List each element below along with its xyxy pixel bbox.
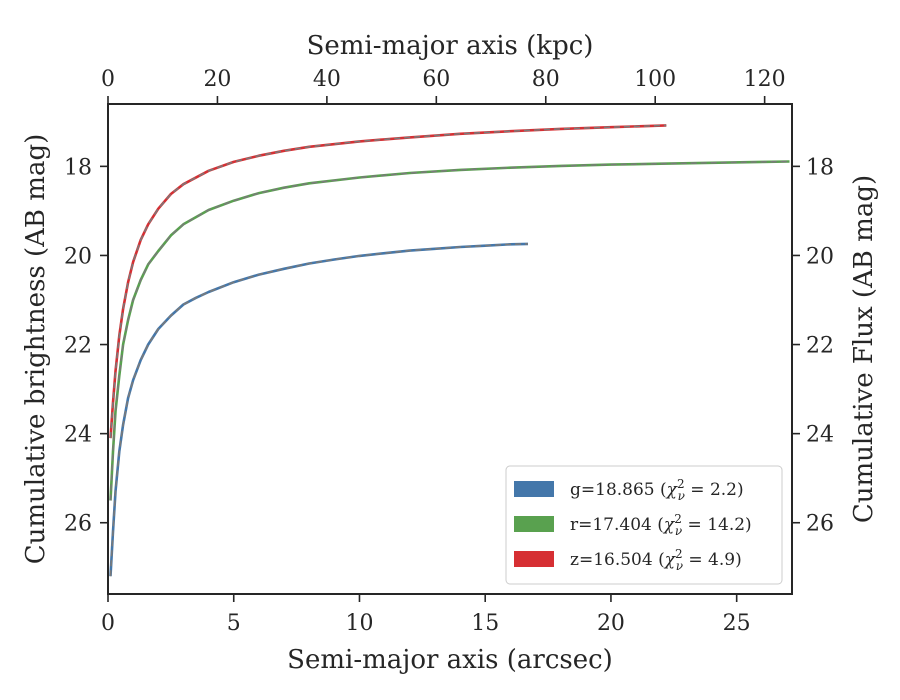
x2-tick-label-2: 40 — [313, 67, 341, 92]
x-tick-label-5: 25 — [723, 611, 751, 636]
series-model-line-2 — [109, 124, 667, 439]
y2-tick-label-4: 26 — [806, 512, 834, 537]
x-tick-label-1: 5 — [227, 611, 241, 636]
legend-label-0: g=18.865 (χ2 ν = 2.2) — [570, 477, 744, 503]
x-ticks-bottom: 0 5 10 15 20 25 — [101, 594, 751, 636]
series-line-0 — [109, 242, 529, 577]
x-tick-label-0: 0 — [101, 611, 115, 636]
y-tick-label-4: 26 — [64, 512, 92, 537]
y2-tick-label-1: 20 — [806, 244, 834, 269]
x-tick-label-3: 15 — [471, 611, 499, 636]
x2-tick-label-1: 20 — [203, 67, 231, 92]
legend-swatch-1 — [514, 516, 554, 532]
x-ticks-top: 0 20 40 60 80 100 120 — [101, 67, 786, 104]
series-line-2 — [109, 124, 667, 439]
y-tick-label-3: 24 — [64, 423, 92, 448]
legend-swatch-2 — [514, 551, 554, 567]
y-tick-label-1: 20 — [64, 244, 92, 269]
plot-frame — [107, 103, 793, 595]
x2-tick-label-5: 100 — [634, 67, 676, 92]
x2-axis-title: Semi-major axis (kpc) — [307, 31, 594, 61]
y-ticks-left: 18 20 22 24 26 — [64, 155, 108, 537]
x2-tick-label-6: 120 — [744, 67, 786, 92]
y2-axis-title: Cumulative Flux (AB mag) — [849, 175, 879, 523]
x-axis-title: Semi-major axis (arcsec) — [287, 645, 613, 675]
legend: g=18.865 (χ2 ν = 2.2) r=17.404 (χ2 ν = 14.2… — [505, 465, 783, 585]
y2-tick-label-2: 22 — [806, 334, 834, 359]
y2-tick-label-3: 24 — [806, 423, 834, 448]
series-model-line-1 — [109, 160, 790, 501]
legend-frame — [505, 465, 783, 585]
y2-tick-label-0: 18 — [806, 155, 834, 180]
series-model-line-0 — [109, 243, 529, 577]
x2-tick-label-4: 80 — [532, 67, 560, 92]
y-axis-title: Cumulative brightness (AB mag) — [21, 134, 51, 565]
y-tick-label-2: 22 — [64, 334, 92, 359]
series-line-1 — [109, 160, 790, 501]
x-tick-label-4: 20 — [597, 611, 625, 636]
legend-swatch-0 — [514, 481, 554, 497]
x2-tick-label-0: 0 — [101, 67, 115, 92]
y-ticks-right: 18 20 22 24 26 — [792, 155, 834, 537]
x-tick-label-2: 10 — [345, 611, 373, 636]
y-tick-label-0: 18 — [64, 155, 92, 180]
x2-tick-label-3: 60 — [422, 67, 450, 92]
curves-layer — [109, 124, 790, 577]
legend-label-2: z=16.504 (χ2 ν = 4.9) — [570, 547, 742, 573]
legend-label-1: r=17.404 (χ2 ν = 14.2) — [570, 512, 752, 538]
